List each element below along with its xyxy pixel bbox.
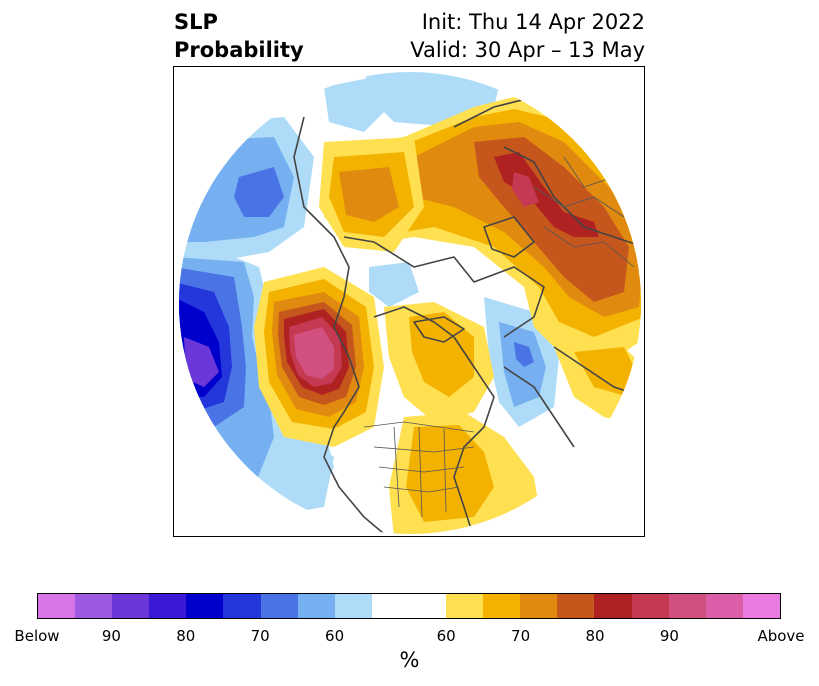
title-variable: SLP [174, 10, 218, 34]
colorbar-swatch [557, 594, 595, 618]
colorbar-swatch [520, 594, 558, 618]
probability-colorbar [37, 593, 781, 619]
colorbar-tick-label: Above [757, 627, 805, 645]
colorbar-tick-label: Below [14, 627, 60, 645]
colorbar-tick-label: 70 [511, 627, 531, 645]
political-borders [363, 156, 635, 518]
colorbar-swatch [112, 594, 150, 618]
above-gulf-of-alaska [254, 267, 384, 447]
map-panel [173, 66, 645, 537]
below-north-america-west [284, 427, 334, 507]
colorbar-swatch [38, 594, 76, 618]
colorbar-swatch [334, 594, 372, 618]
colorbar-swatch [705, 594, 743, 618]
colorbar-swatch [223, 594, 261, 618]
date-info: Init: Thu 14 Apr 2022 Valid: 30 Apr – 13… [410, 8, 645, 64]
colorbar-tick-label: 80 [176, 627, 196, 645]
colorbar-swatch [631, 594, 669, 618]
colorbar-swatch [297, 594, 335, 618]
colorbar-swatch [594, 594, 632, 618]
title-product: Probability [174, 38, 304, 62]
colorbar-swatch [260, 594, 298, 618]
above-greenland-arctic [319, 137, 424, 252]
colorbar-label: % [399, 648, 420, 672]
colorbar-tick-label: 90 [659, 627, 679, 645]
colorbar-swatch [446, 594, 484, 618]
colorbar-swatch [186, 594, 224, 618]
probability-map [179, 72, 641, 534]
valid-range: Valid: 30 Apr – 13 May [410, 38, 645, 62]
colorbar-tick-label: 80 [585, 627, 605, 645]
colorbar-tick-label: 60 [325, 627, 345, 645]
colorbar-tick-label: 60 [436, 627, 456, 645]
colorbar-swatch [668, 594, 706, 618]
init-date: Init: Thu 14 Apr 2022 [421, 10, 645, 34]
colorbar-ticks: Below 90 80 70 60 60 70 80 90 Above [0, 627, 819, 647]
colorbar-swatch [742, 594, 780, 618]
colorbar-swatch [483, 594, 521, 618]
above-eastern-us [389, 412, 544, 534]
colorbar-swatch [75, 594, 113, 618]
colorbar-tick-label: 90 [101, 627, 121, 645]
colorbar-tick-label: 70 [250, 627, 270, 645]
colorbar-swatch [371, 594, 447, 618]
map-title: SLP Probability [174, 8, 304, 64]
colorbar-swatch [149, 594, 187, 618]
